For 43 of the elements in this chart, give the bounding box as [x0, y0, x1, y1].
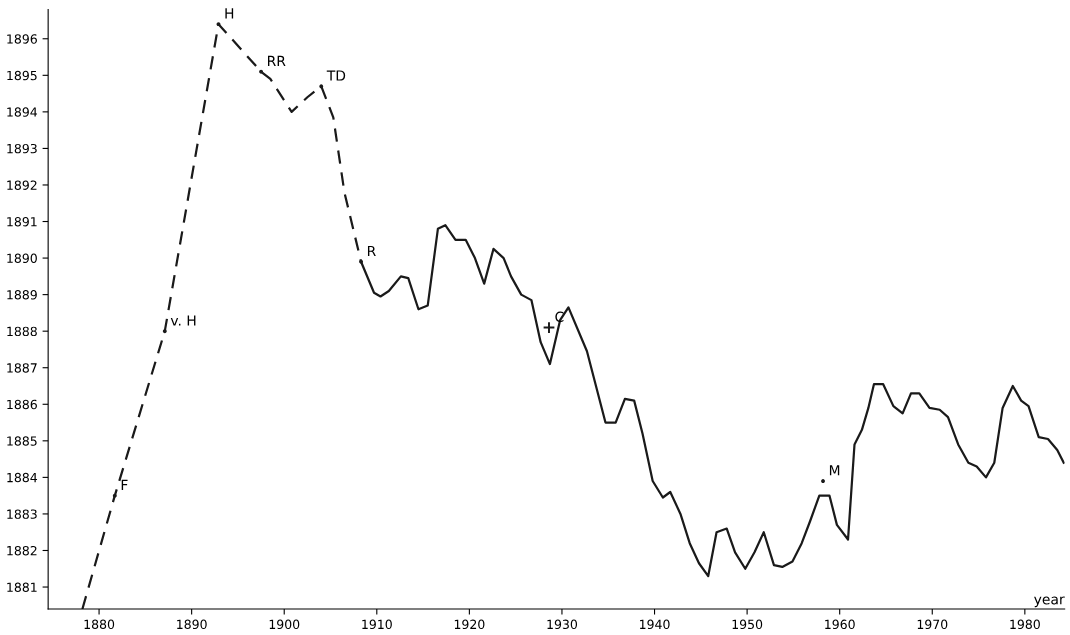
- y-tick-label: 1894: [7, 107, 38, 117]
- x-tick-label: 1920: [454, 619, 485, 630]
- x-tick-label: 1880: [84, 619, 115, 630]
- x-tick-label: 1930: [547, 619, 578, 630]
- x-tick-label: 1950: [732, 619, 763, 630]
- annotation: F: [121, 479, 128, 490]
- annotation: v. H: [170, 315, 196, 326]
- y-tick-label: 1885: [7, 436, 37, 446]
- annotation: R: [367, 245, 376, 257]
- x-tick-label: 1980: [1010, 619, 1040, 630]
- annotation: TD: [326, 70, 346, 81]
- annotation: RR: [268, 55, 286, 66]
- x-tick-label: 1890: [177, 619, 207, 630]
- point: [259, 69, 264, 74]
- y-tick-label: 1893: [7, 143, 37, 154]
- y-tick-label: 1895: [7, 70, 37, 81]
- y-tick-label: 1883: [7, 509, 37, 519]
- y-tick-label: 1888: [7, 326, 37, 337]
- point: [112, 493, 117, 498]
- point: [162, 329, 167, 334]
- y-tick-label: 1890: [7, 253, 37, 263]
- point: [821, 479, 825, 483]
- annotation: M: [829, 465, 840, 476]
- y-tick-label: 1881: [7, 582, 37, 592]
- x-tick-label: 1910: [362, 619, 392, 630]
- annotation: H: [225, 8, 234, 19]
- y-tick-label: 1891: [7, 216, 37, 227]
- x-axis-title: year: [1034, 596, 1065, 608]
- point: [216, 22, 221, 27]
- y-tick-label: 1892: [7, 180, 37, 190]
- y-tick-label: 1886: [7, 399, 37, 410]
- y-tick-label: 1884: [7, 472, 38, 483]
- point: [319, 84, 324, 89]
- point: [359, 259, 364, 264]
- point: [542, 321, 556, 334]
- x-tick-label: 1960: [825, 619, 855, 630]
- y-tick-label: 1896: [7, 34, 37, 44]
- x-tick-label: 1940: [640, 619, 670, 630]
- x-tick-label: 1970: [917, 619, 948, 630]
- x-tick-label: 1900: [269, 619, 300, 630]
- y-tick-label: 1882: [7, 545, 37, 556]
- y-tick-label: 1889: [7, 290, 37, 300]
- y-tick-label: 1887: [7, 363, 37, 373]
